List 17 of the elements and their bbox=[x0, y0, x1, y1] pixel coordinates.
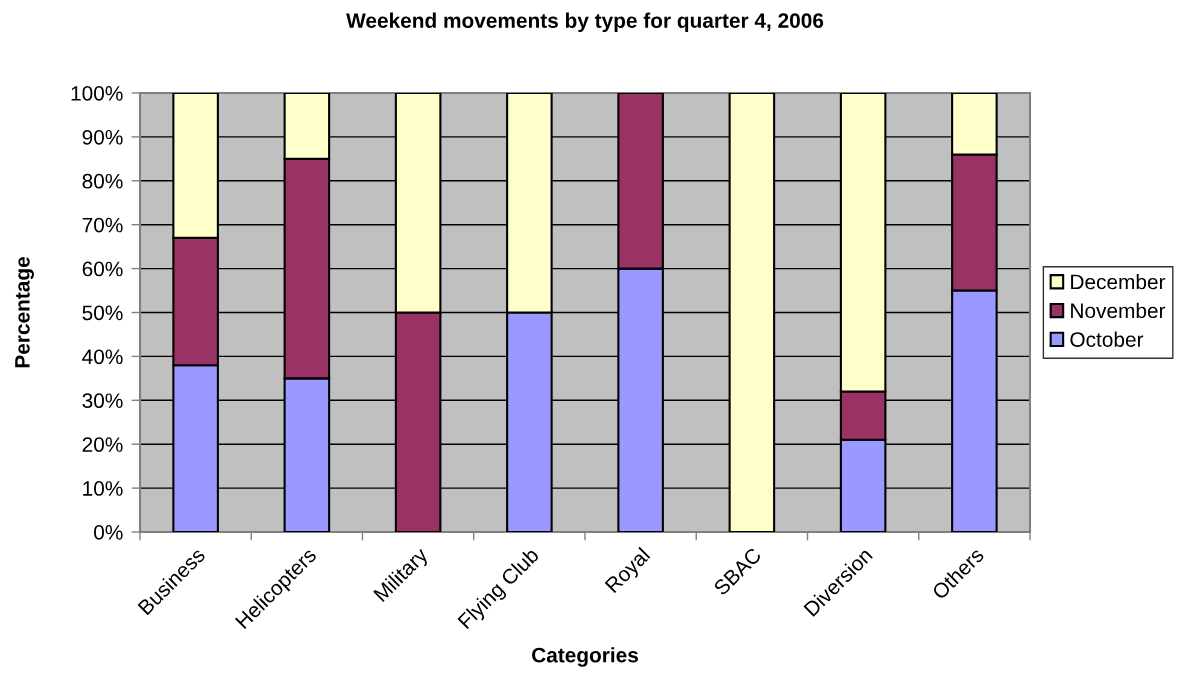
legend-label: December bbox=[1071, 273, 1166, 290]
y-tick-label: 60% bbox=[82, 261, 123, 277]
y-tick-label: 30% bbox=[82, 393, 123, 409]
y-axis-title: Percentage bbox=[15, 257, 34, 368]
legend-label: November bbox=[1071, 302, 1166, 319]
y-tick-label: 100% bbox=[71, 86, 123, 101]
x-axis-title: Categories bbox=[532, 647, 638, 667]
y-tick-label: 20% bbox=[82, 437, 123, 452]
y-tick-label: 90% bbox=[82, 129, 123, 145]
y-tick-label: 80% bbox=[82, 173, 123, 189]
y-tick-label: 40% bbox=[82, 349, 123, 365]
y-tick-label: 0% bbox=[94, 525, 123, 540]
y-tick-label: 70% bbox=[82, 217, 123, 233]
y-tick-label: 10% bbox=[83, 481, 123, 496]
legend-label: October bbox=[1070, 331, 1144, 347]
y-tick-label: 50% bbox=[82, 305, 123, 321]
chart-title: Weekend movements by type for quarter 4, 2006 bbox=[346, 12, 824, 33]
